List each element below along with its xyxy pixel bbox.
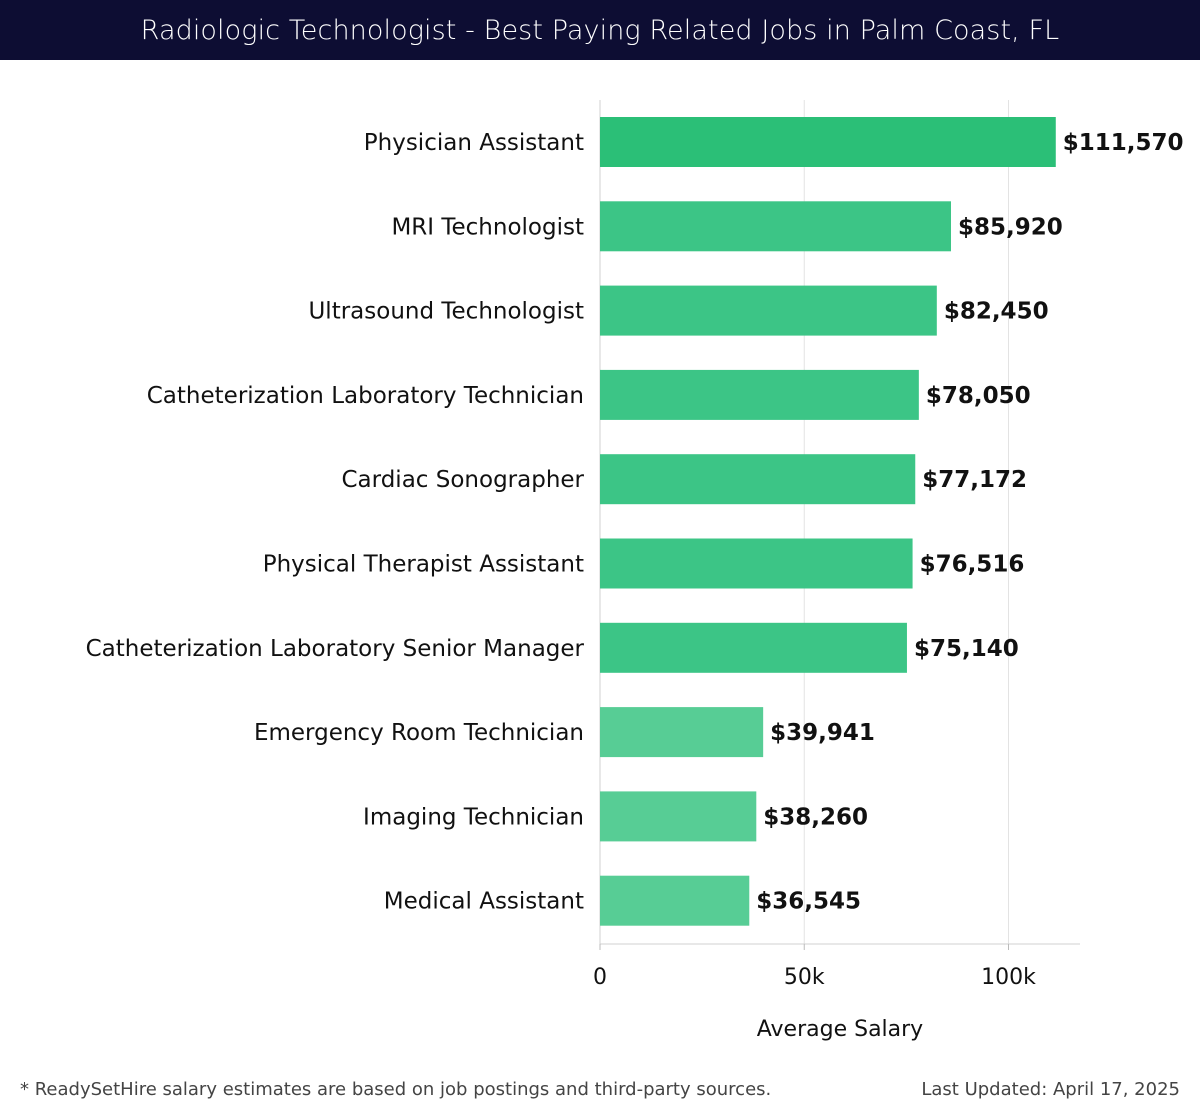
chart-title: Radiologic Technologist - Best Paying Re…: [140, 14, 1060, 46]
data-label: $78,050: [926, 383, 1031, 409]
x-axis-title: Average Salary: [757, 1017, 923, 1042]
category-label: MRI Technologist: [391, 214, 584, 240]
bar: [600, 707, 764, 758]
data-label: $85,920: [958, 214, 1063, 240]
category-label: Cardiac Sonographer: [342, 467, 585, 493]
bar: [600, 201, 951, 252]
x-tick-label: 0: [593, 965, 607, 990]
footer-updated: Last Updated: April 17, 2025: [921, 1079, 1180, 1100]
category-label: Physician Assistant: [364, 130, 584, 156]
x-tick-label: 50k: [784, 965, 825, 990]
data-label: $77,172: [922, 467, 1027, 493]
bar: [600, 538, 913, 589]
footer-note: * ReadySetHire salary estimates are base…: [20, 1079, 772, 1100]
data-label: $36,545: [756, 889, 861, 915]
x-tick-label: 100k: [981, 965, 1036, 990]
data-label: $76,516: [920, 552, 1025, 578]
category-label: Catheterization Laboratory Technician: [147, 383, 584, 409]
category-label: Imaging Technician: [363, 804, 584, 830]
data-label: $75,140: [914, 636, 1019, 662]
category-label: Emergency Room Technician: [254, 720, 584, 746]
category-label: Medical Assistant: [384, 889, 584, 915]
data-label: $38,260: [763, 804, 868, 830]
bar: [600, 369, 919, 420]
bar: [600, 875, 750, 926]
data-label: $39,941: [770, 720, 875, 746]
bar: [600, 791, 757, 842]
category-label: Catheterization Laboratory Senior Manage…: [86, 636, 585, 662]
bar: [600, 117, 1056, 167]
bar: [600, 285, 937, 336]
title-bar: Radiologic Technologist - Best Paying Re…: [0, 0, 1200, 60]
data-label: $82,450: [944, 299, 1049, 325]
category-label: Physical Therapist Assistant: [263, 552, 584, 578]
category-label: Ultrasound Technologist: [308, 299, 584, 325]
data-label: $111,570: [1063, 130, 1184, 156]
bar: [600, 622, 907, 673]
bar: [600, 454, 916, 505]
